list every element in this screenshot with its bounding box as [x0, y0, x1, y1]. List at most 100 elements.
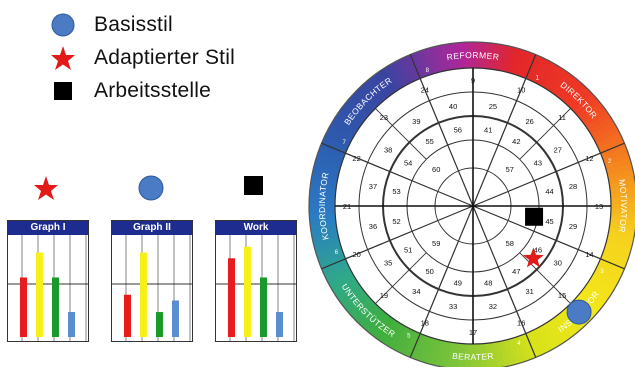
ring-segment [440, 341, 452, 367]
sector-number: 1 [536, 76, 540, 82]
sub-line [533, 230, 601, 260]
sector-label: BERATER [452, 351, 495, 362]
ring-segment [309, 185, 337, 194]
cell-number: 16 [517, 318, 525, 327]
ring-segment [610, 197, 635, 205]
cell-number: 48 [484, 279, 492, 288]
bar [20, 277, 27, 337]
ring-segment [360, 306, 383, 330]
cell-number: 12 [585, 154, 593, 163]
cell-number: 42 [512, 137, 520, 146]
cell-number: 37 [369, 182, 377, 191]
ring-segment [598, 136, 625, 153]
graph-i-bars [8, 235, 88, 341]
cell-number: 23 [380, 113, 388, 122]
ring-segment [313, 162, 340, 175]
cell-number: 32 [489, 302, 497, 311]
ring-segment [321, 259, 348, 276]
ring-segment [361, 81, 384, 106]
ring-segment [593, 126, 620, 144]
ring-segment [610, 191, 635, 200]
ring-segment [595, 131, 622, 149]
ring-segment [418, 336, 433, 363]
ring-segment [335, 111, 361, 131]
ring-segment [436, 44, 448, 72]
bar [228, 258, 235, 337]
adaptierter-stil-marker [522, 247, 544, 268]
ring-segment [402, 330, 420, 357]
ring-segment [352, 299, 376, 322]
ring-segment [535, 59, 554, 86]
graph-ii-panel: Graph II [111, 220, 193, 342]
sector-number: 2 [608, 159, 612, 165]
ring-segment [349, 93, 373, 116]
ring-segment [324, 130, 351, 148]
outer-circle [308, 41, 635, 367]
bar [52, 277, 59, 337]
ring-segment [531, 57, 549, 84]
red-star-icon [50, 45, 76, 71]
cell-number: 50 [425, 267, 433, 276]
ring-segment [577, 98, 601, 120]
ring-segment [593, 268, 620, 287]
ring-segment [342, 102, 367, 123]
ring-segment [369, 312, 390, 337]
ring-segment [383, 64, 403, 91]
ring-segment [430, 46, 443, 73]
sub-line [497, 266, 527, 334]
ring-segment [398, 57, 416, 84]
ring-segment [315, 245, 343, 260]
ring-segment [544, 65, 564, 91]
cell-number: 38 [384, 145, 392, 154]
cell-number: 24 [421, 86, 429, 95]
ring-segment [590, 272, 617, 292]
ring-segment [312, 168, 339, 180]
ring-segment [326, 125, 353, 144]
ring-segment [331, 276, 358, 296]
ring-segment [583, 107, 608, 128]
cell-number: 20 [352, 250, 360, 259]
basisstil-marker [566, 299, 592, 325]
cell-number: 10 [517, 86, 525, 95]
ring-segment [601, 147, 629, 162]
sub-line [419, 266, 449, 334]
ring-segment [595, 264, 622, 282]
cell-number: 28 [569, 182, 577, 191]
ring-segment [311, 173, 338, 185]
ring-segment [365, 78, 387, 102]
ring-segment [570, 90, 594, 113]
ring-segment [316, 151, 343, 166]
cell-number: 55 [425, 137, 433, 146]
sector-number: 3 [600, 269, 604, 275]
cell-number: 44 [545, 187, 553, 196]
cell-number: 9 [471, 76, 475, 85]
cell-number: 33 [449, 302, 457, 311]
ring-segment [414, 50, 429, 78]
ring-segment [314, 241, 342, 254]
ring-segment [588, 116, 615, 136]
ring-segment [485, 42, 494, 70]
legend-label: Adaptierter Stil [94, 45, 235, 69]
ring-segment [309, 207, 336, 215]
graph-i-panel: Graph I [7, 220, 89, 342]
ring-segment [479, 343, 488, 367]
cell-number: 47 [512, 267, 520, 276]
cell-number: 13 [595, 202, 603, 211]
cell-number: 21 [343, 202, 351, 211]
bar [36, 252, 43, 337]
ring-segment [374, 71, 395, 96]
ring-segment [403, 54, 420, 81]
cell-number: 46 [534, 245, 542, 254]
graph-ii-bars [112, 235, 192, 341]
cell-number: 51 [404, 245, 412, 254]
cell-number: 57 [506, 165, 514, 174]
ring-segment [559, 310, 581, 334]
cell-number: 18 [421, 318, 429, 327]
ring-segment [586, 111, 612, 132]
cell-number: 56 [454, 125, 462, 134]
ring-segment [464, 42, 472, 69]
cell-number: 59 [432, 239, 440, 248]
cell-number: 29 [569, 222, 577, 231]
bar [172, 300, 179, 337]
ring-segment [369, 74, 391, 99]
